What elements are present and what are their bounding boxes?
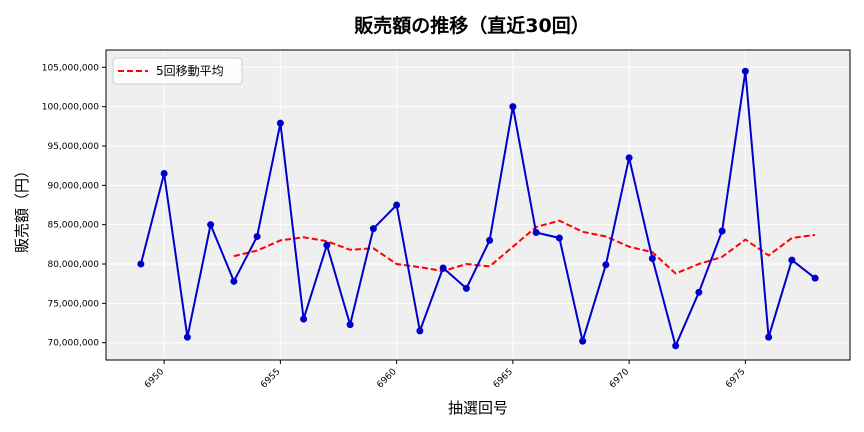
plot-area	[106, 50, 850, 360]
sales-point	[788, 256, 796, 264]
plot-frame	[105, 49, 851, 361]
sales-point	[741, 67, 749, 75]
sales-point	[323, 241, 331, 249]
x-tick-label: 6965	[492, 367, 515, 390]
sales-point	[602, 261, 610, 269]
sales-point	[346, 321, 354, 329]
legend-box	[112, 57, 243, 85]
x-tick-label: 6970	[608, 367, 631, 390]
y-tick-label: 90,000,000	[47, 181, 99, 191]
y-tick-label: 80,000,000	[47, 260, 99, 270]
y-tick-label: 105,000,000	[42, 63, 100, 73]
sales-point	[276, 119, 284, 127]
sales-point	[462, 284, 470, 292]
sales-point	[230, 277, 238, 285]
sales-point	[765, 333, 773, 341]
sales-point	[253, 232, 261, 240]
sales-point	[183, 333, 191, 341]
sales-line	[139, 71, 816, 349]
sales-point	[416, 327, 424, 335]
sales-point	[718, 227, 726, 235]
x-tick-label: 6955	[259, 367, 282, 390]
y-tick-label: 75,000,000	[47, 299, 99, 309]
series	[137, 67, 819, 350]
sales-point	[625, 154, 633, 162]
y-tick-label: 85,000,000	[47, 221, 99, 231]
y-axis-title: 販売額（円）	[13, 163, 31, 253]
sales-point	[439, 264, 447, 272]
sales-point	[672, 342, 680, 350]
sales-point	[393, 201, 401, 209]
sales-point	[300, 315, 308, 323]
sales-point	[555, 234, 563, 242]
moving-average-line	[233, 219, 816, 275]
sales-point	[695, 288, 703, 296]
sales-point	[207, 221, 215, 229]
y-tick-label: 70,000,000	[47, 339, 99, 349]
sales-point	[369, 225, 377, 233]
sales-point	[532, 229, 540, 237]
sales-point	[648, 255, 656, 263]
chart-title: 販売額の推移（直近30回）	[354, 14, 589, 37]
x-axis-title: 抽選回号	[448, 399, 508, 417]
sales-point	[160, 170, 168, 178]
sales-point	[486, 236, 494, 244]
x-tick-label: 6975	[724, 367, 747, 390]
legend-moving-average-label: 5回移動平均	[156, 64, 224, 78]
x-tick-label: 6950	[143, 367, 166, 390]
sales-point	[579, 337, 587, 345]
sales-point	[811, 274, 819, 282]
sales-point	[137, 260, 145, 268]
y-tick-label: 95,000,000	[47, 142, 99, 152]
legend: 5回移動平均	[112, 57, 243, 85]
grid	[106, 50, 850, 360]
sales-point	[509, 103, 517, 111]
y-tick-label: 100,000,000	[42, 103, 100, 113]
x-tick-label: 6960	[375, 367, 398, 390]
